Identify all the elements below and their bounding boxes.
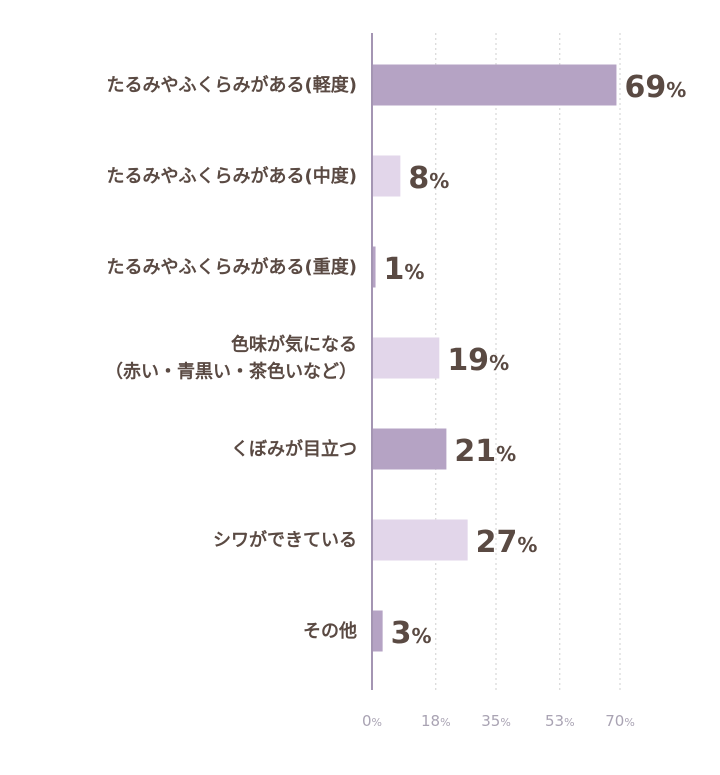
category-label-2: たるみやふくらみがある(重度)	[107, 256, 357, 278]
category-label-0: たるみやふくらみがある(軽度)	[107, 74, 357, 96]
bar-3	[372, 337, 440, 379]
value-label-5: 27%	[476, 525, 538, 560]
tick-label-2: 35%	[481, 712, 511, 730]
tick-label-1: 18%	[421, 712, 451, 730]
value-label-2: 1%	[384, 252, 425, 287]
category-label-5: シワができている	[213, 529, 357, 551]
tick-label-0: 0%	[362, 712, 382, 730]
bar-6	[372, 610, 383, 652]
category-label-6: その他	[303, 620, 357, 642]
value-label-3: 19%	[447, 343, 509, 378]
bar-2	[372, 246, 376, 288]
tick-label-3: 53%	[545, 712, 575, 730]
bar-4	[372, 428, 447, 470]
category-label-1: たるみやふくらみがある(中度)	[107, 165, 357, 187]
category-label-4: くぼみが目立つ	[231, 438, 357, 460]
value-label-0: 69%	[624, 70, 686, 105]
value-label-6: 3%	[391, 616, 432, 651]
tick-label-4: 70%	[605, 712, 635, 730]
category-label-3-line-1: （赤い・青黒い・茶色いなど）	[105, 361, 357, 383]
value-label-4: 21%	[454, 434, 516, 469]
category-label-3-line-0: 色味が気になる	[231, 334, 357, 356]
bar-0	[372, 64, 617, 106]
bar-5	[372, 519, 468, 561]
value-label-1: 8%	[408, 161, 449, 196]
bar-1	[372, 155, 401, 197]
